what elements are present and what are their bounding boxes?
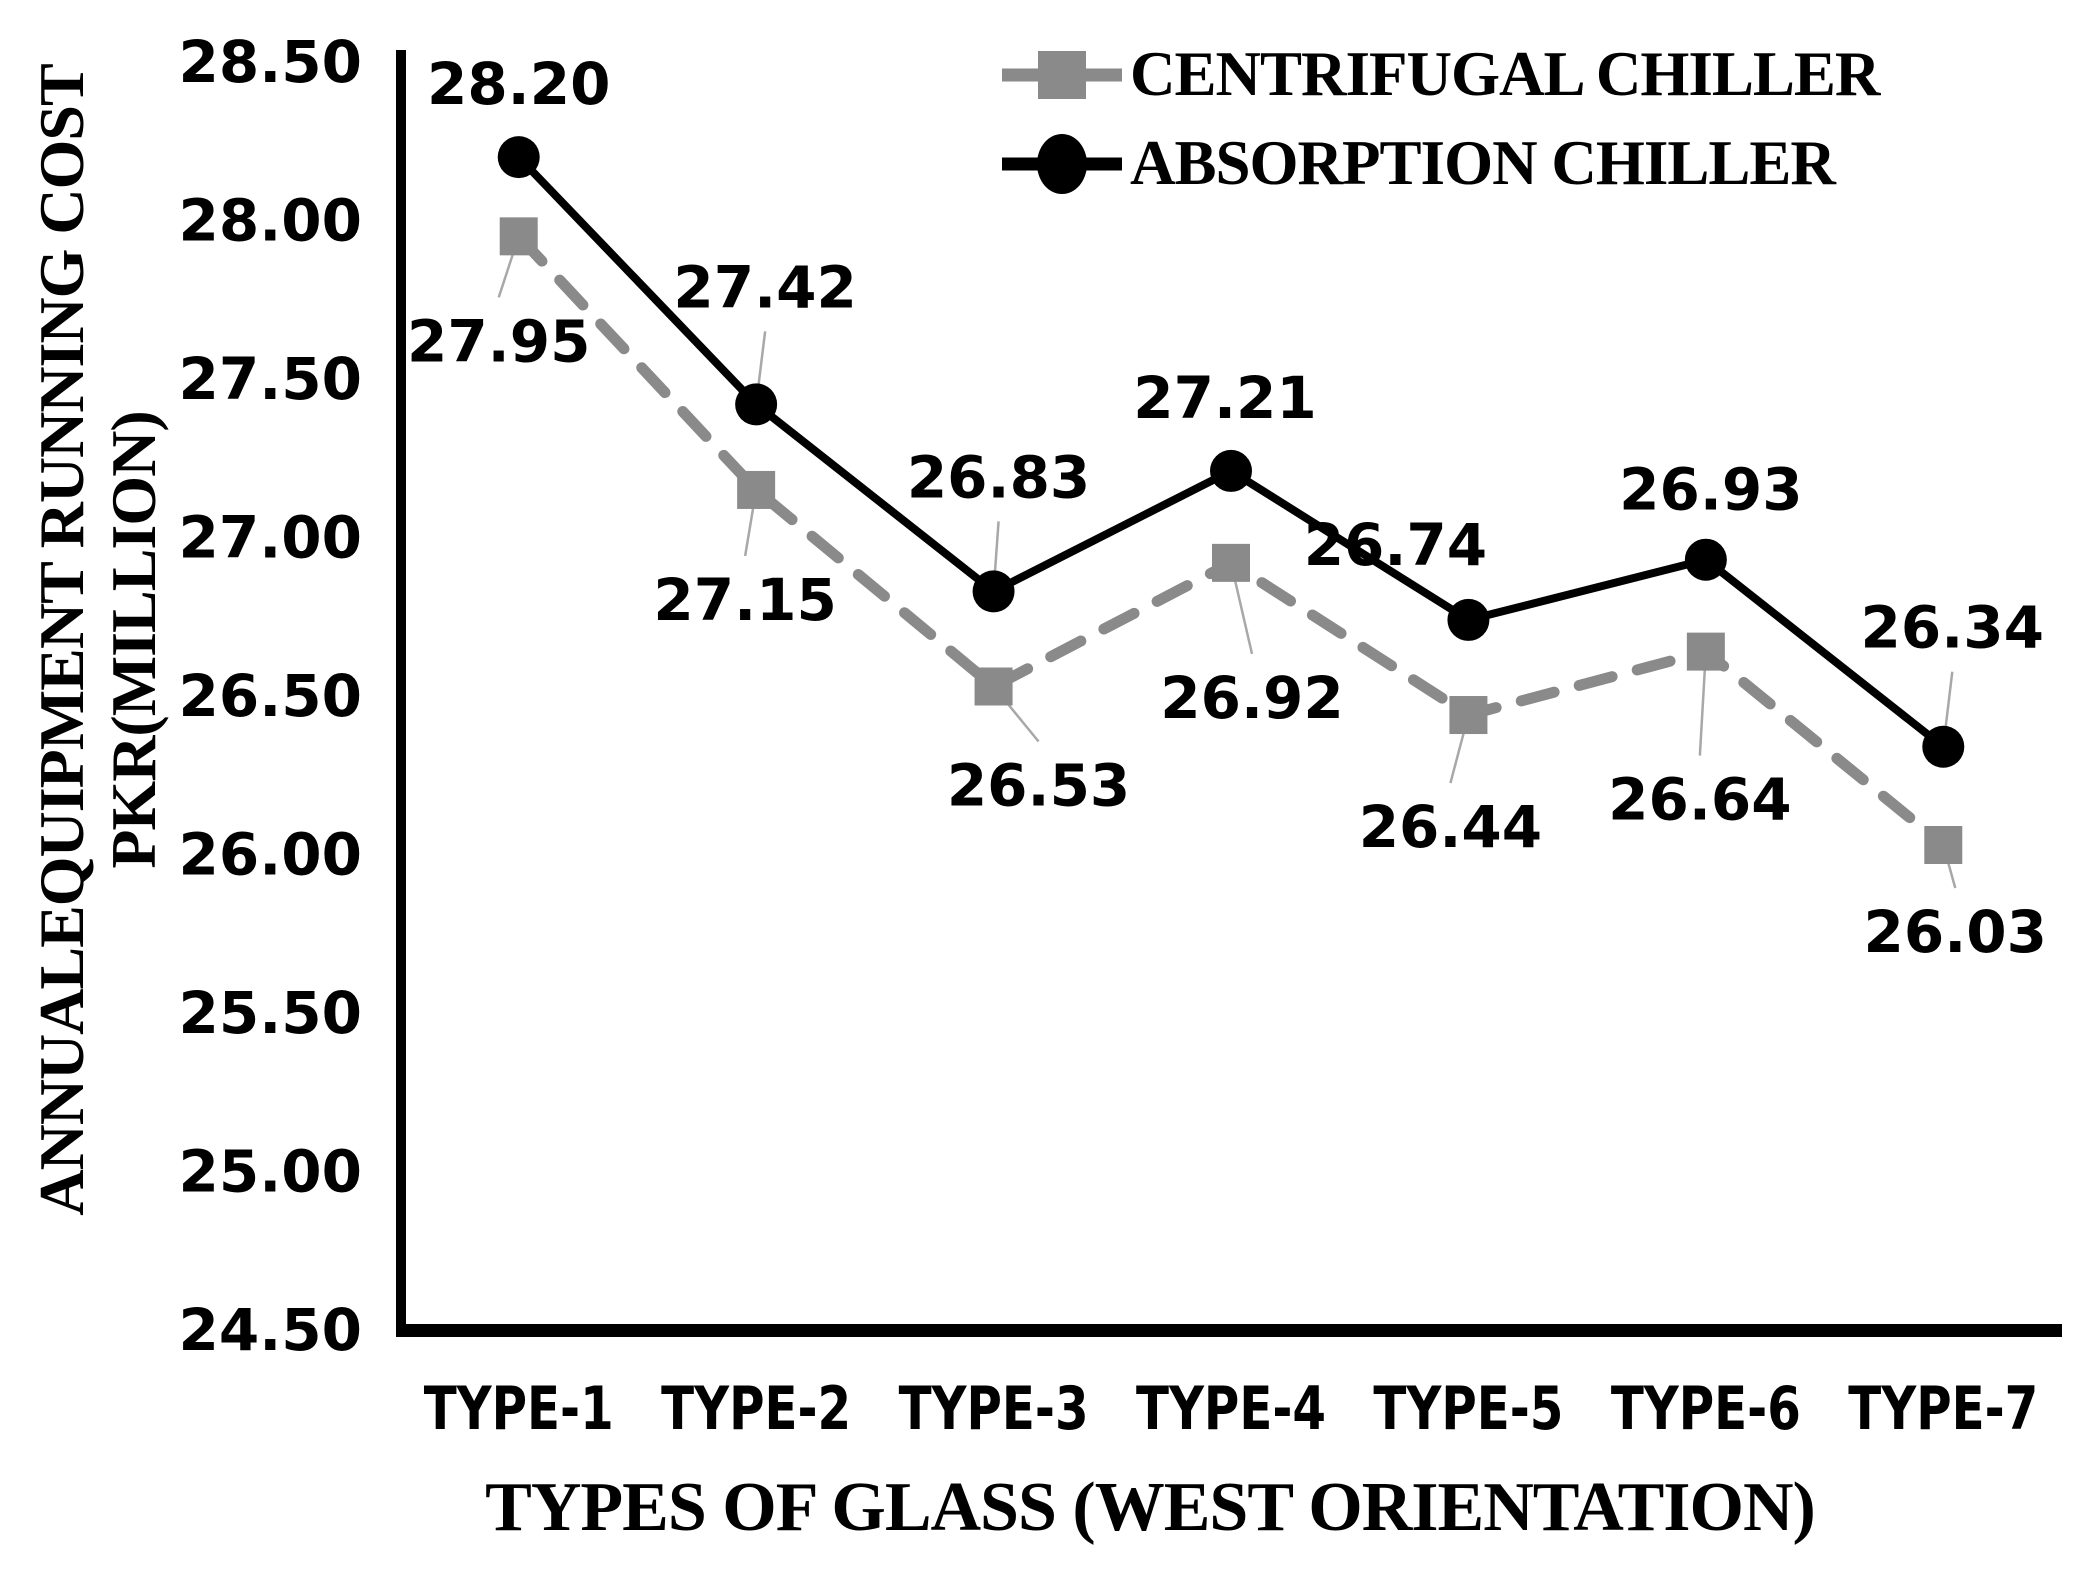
y-tick-label: 24.50	[179, 1296, 362, 1364]
data-label: 26.93	[1619, 456, 1802, 524]
data-point-marker	[737, 470, 776, 509]
y-tick-label: 26.50	[179, 662, 362, 730]
legend-label-centrifugal: CENTRIFUGAL CHILLER	[1130, 39, 1880, 109]
data-label: 27.15	[653, 566, 836, 634]
x-category-label: TYPE-3	[899, 1374, 1089, 1444]
data-label: 26.64	[1608, 766, 1791, 834]
data-label: 26.03	[1864, 898, 2047, 966]
data-point-marker	[499, 217, 538, 256]
centrifugal-square-marker-icon	[1002, 50, 1122, 99]
data-point-marker	[1684, 538, 1727, 581]
data-point-marker	[1212, 543, 1250, 582]
absorption-circle-marker-icon	[1002, 133, 1122, 194]
x-category-label: TYPE-1	[424, 1374, 614, 1444]
y-axis-line	[396, 50, 406, 1337]
x-category-label: TYPE-5	[1373, 1374, 1563, 1444]
series-line	[513, 230, 1949, 851]
y-tick-label: 25.50	[179, 979, 362, 1047]
x-category-label: TYPE-7	[1848, 1374, 2038, 1444]
x-axis-line	[396, 1324, 2062, 1337]
data-label: 27.42	[673, 253, 856, 321]
y-tick-label: 25.00	[179, 1138, 362, 1206]
legend: CENTRIFUGAL CHILLER ABSORPTION CHILLER	[1000, 38, 1880, 200]
legend-item-absorption: ABSORPTION CHILLER	[1000, 127, 1879, 200]
x-category-label: TYPE-2	[661, 1374, 851, 1444]
y-tick-label: 27.50	[179, 345, 362, 413]
data-point-marker	[1210, 449, 1252, 492]
data-label: 27.95	[407, 307, 590, 375]
y-axis-title: ANNUALEQUIPMENT RUNNING COST PKR(MILLION…	[26, 0, 170, 1290]
y-tick-label: 28.50	[179, 28, 362, 96]
legend-item-centrifugal: CENTRIFUGAL CHILLER	[1000, 38, 1880, 111]
data-point-marker	[497, 136, 540, 179]
data-point-marker	[972, 570, 1015, 613]
legend-label-absorption: ABSORPTION CHILLER	[1130, 128, 1836, 198]
data-label: 26.92	[1160, 664, 1343, 732]
x-axis-title: TYPES OF GLASS (WEST ORIENTATION)	[485, 1469, 1816, 1546]
x-category-label: TYPE-6	[1611, 1374, 1801, 1444]
data-point-marker	[1922, 725, 1965, 768]
y-tick-label: 28.00	[179, 187, 362, 255]
data-point-marker	[1924, 825, 1963, 864]
data-label: 26.83	[907, 443, 1090, 511]
y-tick-label: 26.00	[179, 821, 362, 889]
data-label: 28.20	[427, 50, 610, 118]
data-point-marker	[1449, 696, 1488, 735]
data-label: 27.21	[1133, 364, 1316, 432]
data-point-marker	[1686, 632, 1725, 671]
data-label: 26.34	[1861, 594, 2044, 662]
y-axis-title-line2: PKR(MILLION)	[98, 411, 169, 869]
data-label: 26.44	[1359, 793, 1542, 861]
y-axis-title-line1: ANNUALEQUIPMENT RUNNING COST	[26, 64, 97, 1216]
data-label: 26.53	[947, 751, 1130, 819]
data-label: 26.74	[1304, 511, 1487, 579]
x-category-label: TYPE-4	[1136, 1374, 1326, 1444]
data-point-marker	[1447, 598, 1490, 641]
y-tick-label: 27.00	[179, 504, 362, 572]
data-point-marker	[974, 667, 1013, 706]
data-point-marker	[735, 383, 778, 426]
